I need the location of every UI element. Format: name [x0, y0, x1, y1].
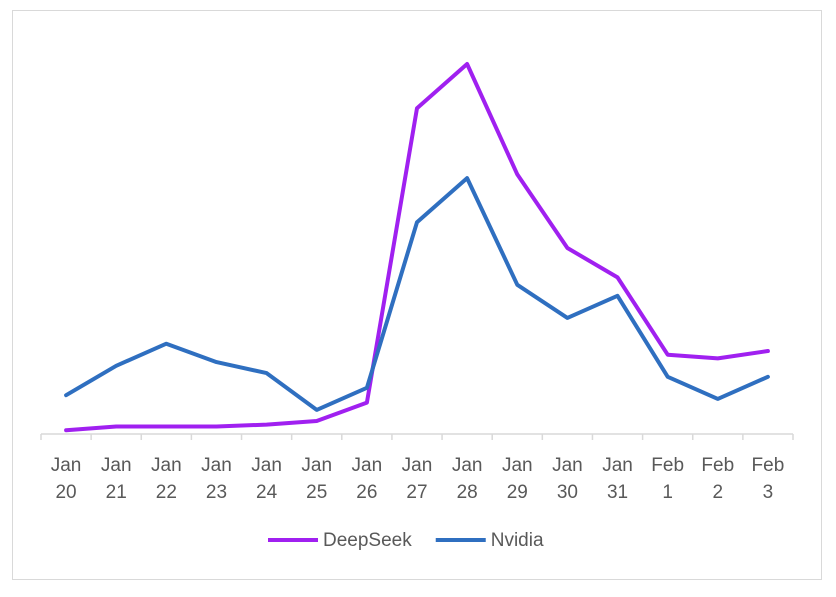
plot-lines	[64, 62, 770, 433]
x-tick-label: Jan 26	[352, 455, 383, 503]
x-axis	[40, 433, 794, 440]
series-line-nvidia	[64, 176, 770, 412]
x-tick-label: Feb 2	[701, 455, 734, 503]
legend-label-nvidia: Nvidia	[491, 530, 544, 551]
legend: DeepSeek Nvidia	[268, 530, 544, 551]
x-tick-label: Jan 23	[201, 455, 232, 503]
x-tick-label: Jan 29	[502, 455, 533, 503]
x-tick-label: Jan 25	[301, 455, 332, 503]
x-tick-label: Jan 31	[602, 455, 633, 503]
x-tick-label: Jan 30	[552, 455, 583, 503]
line-chart: Jan 20 Jan 21 Jan 22 Jan 23 Jan 24 Jan 25 Jan 26 Jan 27…	[40, 62, 794, 551]
x-tick-label: Jan 21	[101, 455, 132, 503]
x-tick-label: Jan 24	[251, 455, 282, 503]
series-line-deepseek	[64, 62, 770, 433]
x-tick-label: Jan 27	[402, 455, 433, 503]
x-tick-label: Feb 1	[651, 455, 684, 503]
x-tick-label: Jan 20	[51, 455, 82, 503]
x-tick-labels: Jan 20 Jan 21 Jan 22 Jan 23 Jan 24 Jan 25 Jan 26 Jan 27…	[51, 455, 785, 503]
chart-frame: Jan 20 Jan 21 Jan 22 Jan 23 Jan 24 Jan 25 Jan 26 Jan 27…	[12, 10, 822, 580]
x-tick-label: Feb 3	[752, 455, 785, 503]
x-tick-label: Jan 22	[151, 455, 182, 503]
legend-label-deepseek: DeepSeek	[323, 530, 412, 551]
x-tick-label: Jan 28	[452, 455, 483, 503]
